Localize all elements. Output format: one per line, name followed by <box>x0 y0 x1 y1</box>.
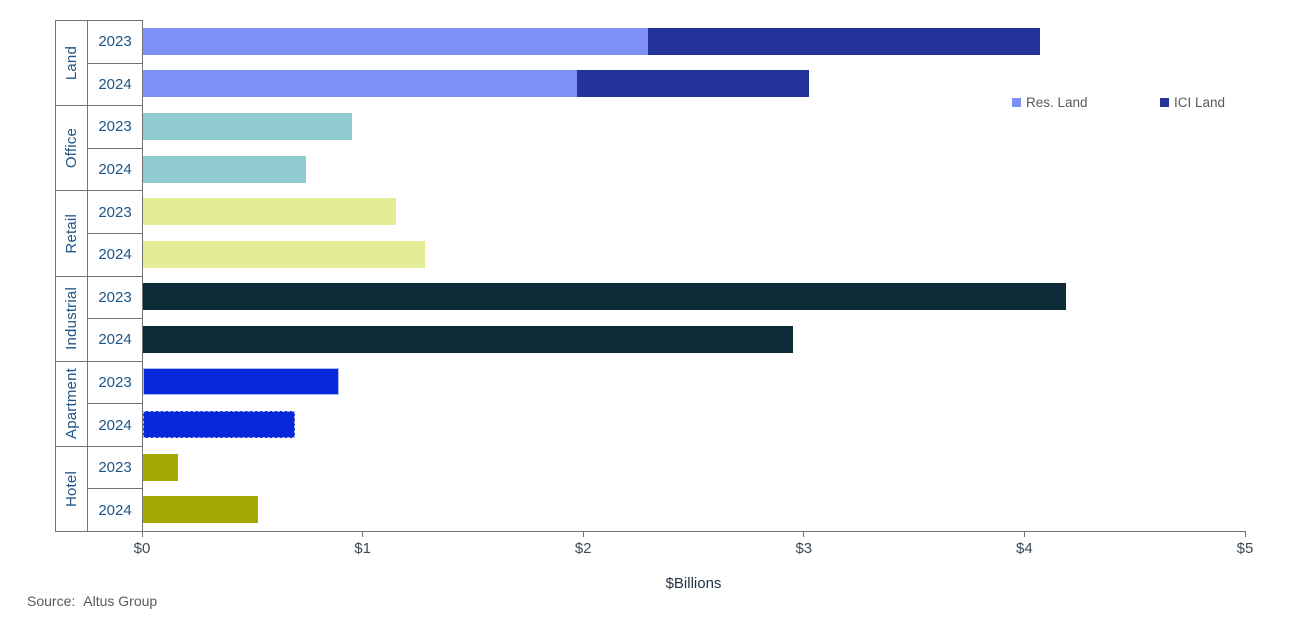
bar-segment-land-2024-res-land <box>143 70 578 98</box>
category-cell-retail: Retail <box>55 191 88 276</box>
bar-segment-hotel-2024-hotel <box>143 496 258 524</box>
bar-segment-land-2023-ici-land <box>647 27 1040 55</box>
category-group-hotel: Hotel 2023 2024 <box>55 445 142 532</box>
bar-segment-retail-2024-retail <box>143 240 426 268</box>
x-axis-tick-label-0: $0 <box>133 540 151 557</box>
year-label-apartment-2023: 2023 <box>98 373 132 391</box>
bar-segment-land-2024-ici-land <box>577 70 809 98</box>
bar-row-office-2024 <box>143 148 1245 191</box>
x-axis-tick-0 <box>141 531 143 537</box>
bar-segment-retail-2023-retail <box>143 198 397 226</box>
category-cell-industrial: Industrial <box>55 276 88 361</box>
legend-swatch-res-land-icon <box>1012 97 1021 107</box>
bar-segment-hotel-2023-hotel <box>143 453 179 481</box>
bar-row-apartment-2024 <box>143 403 1245 446</box>
year-cells-retail: 2023 2024 <box>88 191 142 275</box>
category-cell-land: Land <box>55 21 88 106</box>
year-label-retail-2023: 2023 <box>98 203 132 221</box>
category-group-apartment: Apartment 2023 2024 <box>55 360 142 446</box>
category-label-hotel: Hotel <box>63 470 80 507</box>
bar-row-hotel-2023 <box>143 446 1245 489</box>
bar-row-land-2023 <box>143 20 1245 63</box>
category-group-retail: Retail 2023 2024 <box>55 190 142 276</box>
bar-row-industrial-2024 <box>143 318 1245 361</box>
category-label-retail: Retail <box>63 213 80 254</box>
source-name: Altus Group <box>83 593 158 609</box>
bar-segment-apartment-2024-apartment <box>143 411 296 439</box>
category-group-industrial: Industrial 2023 2024 <box>55 275 142 361</box>
plot-area <box>142 20 1245 531</box>
x-axis-tick-5 <box>1244 531 1246 537</box>
x-axis-tick-4 <box>1023 531 1025 537</box>
legend-label: Res. Land <box>1026 94 1088 110</box>
x-axis-title: $Billions <box>665 575 722 592</box>
bar-row-land-2024 <box>143 63 1245 106</box>
source-note: Source: Altus Group <box>27 593 157 609</box>
bar-segment-office-2023-office <box>143 112 353 140</box>
legend-swatch-ici-land-icon <box>1160 97 1169 107</box>
year-label-office-2023: 2023 <box>98 118 132 136</box>
bar-row-apartment-2023 <box>143 361 1245 404</box>
year-label-land-2024: 2024 <box>88 62 142 106</box>
category-group-office: Office 2023 2024 <box>55 105 142 191</box>
year-label-land-2023: 2023 <box>98 33 132 51</box>
x-axis-tick-2 <box>582 531 584 537</box>
bar-row-retail-2024 <box>143 233 1245 276</box>
bar-row-office-2023 <box>143 105 1245 148</box>
bar-segment-apartment-2023-apartment <box>143 368 340 396</box>
year-label-industrial-2024: 2024 <box>88 318 142 361</box>
x-axis-tick-label-3: $3 <box>795 540 813 557</box>
year-label-retail-2024: 2024 <box>88 232 142 276</box>
year-label-hotel-2024: 2024 <box>88 488 142 531</box>
category-cell-apartment: Apartment <box>55 361 88 446</box>
year-cells-office: 2023 2024 <box>88 106 142 190</box>
year-label-apartment-2024: 2024 <box>88 403 142 446</box>
category-label-apartment: Apartment <box>63 368 80 440</box>
legend-label: ICI Land <box>1174 94 1226 110</box>
source-prefix: Source: <box>27 593 76 609</box>
year-cells-hotel: 2023 2024 <box>88 447 142 531</box>
x-axis-tick-label-4: $4 <box>1016 540 1033 557</box>
category-cell-office: Office <box>55 106 88 191</box>
bar-segment-industrial-2024-industrial <box>143 325 794 353</box>
category-group-land: Land 2023 2024 <box>55 20 142 106</box>
category-cell-hotel: Hotel <box>55 446 88 532</box>
year-cells-industrial: 2023 2024 <box>88 277 142 361</box>
bar-row-industrial-2023 <box>143 276 1245 319</box>
category-label-industrial: Industrial <box>63 287 80 351</box>
category-axis-label-table: Land 2023 2024 Office 2023 2024 Retail 2023 2024… <box>55 20 142 532</box>
year-label-office-2024: 2024 <box>88 147 142 191</box>
category-label-land: Land <box>63 46 80 81</box>
year-label-hotel-2023: 2023 <box>98 459 132 477</box>
legend-item-res-land: Res. Land <box>1012 93 1088 111</box>
year-cells-land: 2023 2024 <box>88 21 142 105</box>
bar-segment-office-2024-office <box>143 155 307 183</box>
x-axis-tick-label-5: $5 <box>1236 540 1254 557</box>
category-label-office: Office <box>63 128 80 169</box>
x-axis-tick-1 <box>362 531 364 537</box>
bar-segment-industrial-2023-industrial <box>143 283 1067 311</box>
legend-item-ici-land: ICI Land <box>1160 93 1225 111</box>
bar-row-retail-2023 <box>143 190 1245 233</box>
year-label-industrial-2023: 2023 <box>98 288 132 306</box>
x-axis-tick-label-2: $2 <box>574 540 592 557</box>
bar-row-hotel-2024 <box>143 488 1245 531</box>
x-axis-line <box>55 531 1245 532</box>
bar-segment-land-2023-res-land <box>143 27 648 55</box>
x-axis-tick-3 <box>803 531 805 537</box>
x-axis-tick-label-1: $1 <box>354 540 371 557</box>
year-cells-apartment: 2023 2024 <box>88 362 142 446</box>
x-axis: $0 $1 $2 $3 $4 $5 <box>134 531 1253 571</box>
